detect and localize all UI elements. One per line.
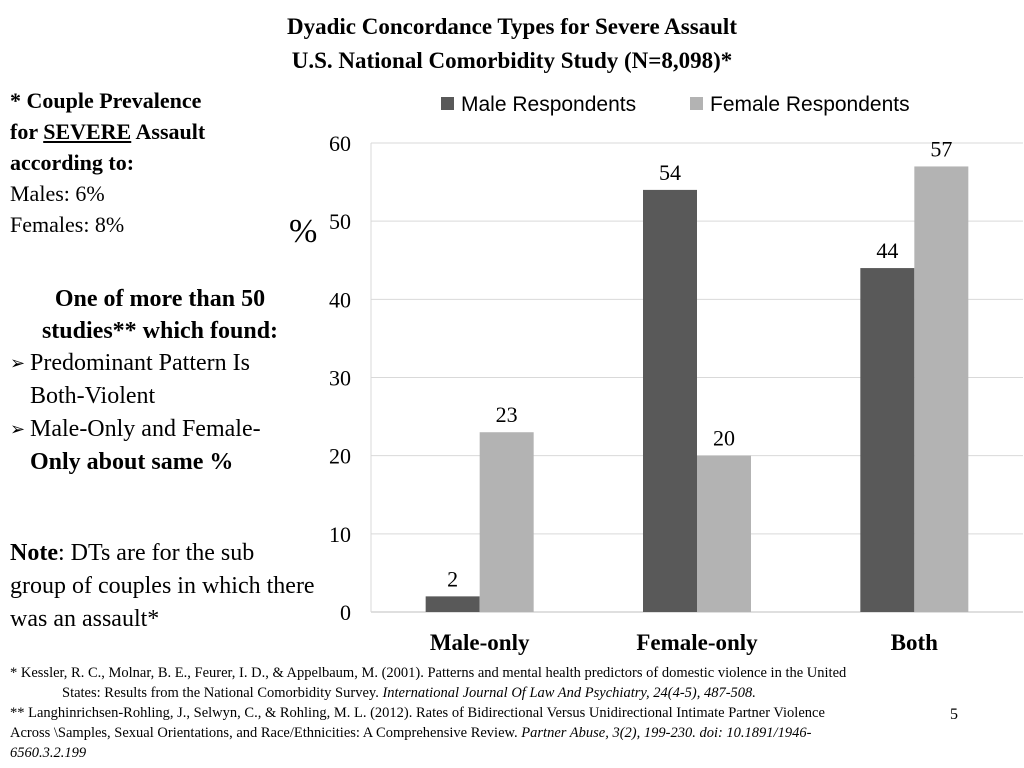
bullet-item-2-cont: Only about same % (30, 449, 234, 475)
reference-2: ** Langhinrichsen-Rohling, J., Selwyn, C… (10, 705, 825, 721)
prevalence-box: * Couple Prevalence for SEVERE Assault a… (10, 85, 310, 240)
reference-2-cont2: 6560.3.2.199 (10, 745, 87, 761)
y-axis-unit-label: % (289, 213, 318, 250)
note-text: : DTs are for the sub group of couples i… (10, 540, 315, 632)
legend-swatch (690, 97, 703, 110)
reference-1-cont: States: Results from the National Comorb… (62, 685, 756, 701)
bar (860, 268, 915, 612)
prevalence-line2: for SEVERE Assault (10, 119, 206, 144)
prevalence-line1: * Couple Prevalence (10, 88, 202, 113)
bar (479, 432, 534, 612)
legend-swatch (441, 97, 454, 110)
x-tick-label: Both (891, 630, 939, 655)
bullet-item-2: ➢ Male-Only and Female- (10, 413, 310, 446)
note-label: Note (10, 540, 58, 566)
data-label: 57 (930, 136, 952, 161)
references: * Kessler, R. C., Molnar, B. E., Feurer,… (10, 663, 1010, 763)
page-number: 5 (950, 706, 958, 723)
data-label: 54 (659, 160, 681, 185)
bar (914, 166, 969, 612)
bullet-item-1-cont: Both-Violent (30, 383, 156, 409)
bar (425, 596, 480, 612)
x-tick-label: Female-only (636, 630, 758, 655)
bar (697, 455, 751, 612)
study-heading-line2: studies** which found: (41, 318, 279, 344)
slide-title-line2: U.S. National Comorbidity Study (N=8,098… (291, 48, 733, 73)
bar (643, 189, 697, 612)
prevalence-line3: according to: (10, 150, 135, 175)
legend-label: Female Respondents (710, 93, 910, 116)
study-box: One of more than 50 studies** which foun… (10, 283, 310, 479)
y-tick-label: 0 (340, 600, 351, 625)
reference-2-cont: Across \Samples, Sexual Orientations, an… (10, 725, 812, 741)
note-box: Note: DTs are for the sub group of coupl… (10, 537, 315, 636)
legend-label: Male Respondents (461, 93, 636, 116)
y-tick-label: 60 (329, 131, 351, 156)
y-tick-label: 40 (329, 287, 351, 312)
y-tick-label: 30 (329, 366, 351, 391)
reference-1: * Kessler, R. C., Molnar, B. E., Feurer,… (10, 665, 847, 681)
data-label: 2 (447, 566, 458, 591)
data-label: 44 (876, 238, 898, 263)
slide-title-line1: Dyadic Concordance Types for Severe Assa… (287, 14, 737, 39)
bullet-item-1: ➢ Predominant Pattern Is (10, 347, 310, 380)
y-tick-label: 10 (329, 522, 351, 547)
y-tick-label: 50 (329, 209, 351, 234)
severe-emphasis: SEVERE (43, 119, 132, 144)
data-label: 23 (496, 402, 518, 427)
prevalence-males: Males: 6% (10, 181, 105, 206)
arrow-bullet-icon: ➢ (10, 353, 26, 373)
y-tick-label: 20 (329, 444, 351, 469)
x-tick-label: Male-only (430, 630, 530, 655)
study-heading-line1: One of more than 50 (54, 286, 266, 312)
data-label: 20 (713, 426, 735, 451)
prevalence-females: Females: 8% (10, 212, 125, 237)
arrow-bullet-icon: ➢ (10, 419, 26, 439)
bar-chart: 0 10 20 30 40 50 60 2 23 Male-only 54 20 Female-only… (329, 93, 1023, 655)
